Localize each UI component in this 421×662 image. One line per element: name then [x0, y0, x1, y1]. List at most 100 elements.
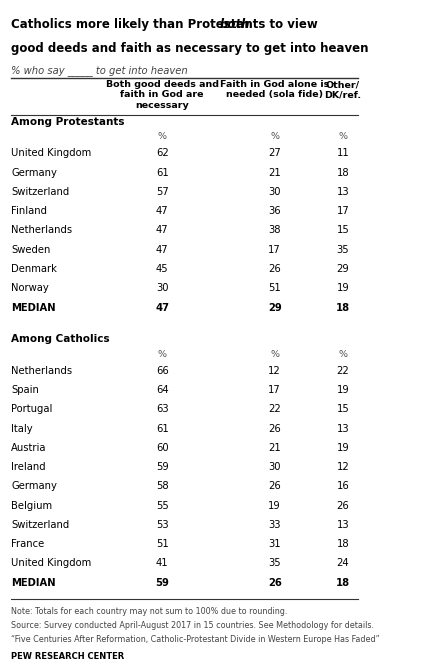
- Text: 61: 61: [156, 167, 169, 177]
- Text: “Five Centuries After Reformation, Catholic-Protestant Divide in Western Europe : “Five Centuries After Reformation, Catho…: [11, 636, 380, 644]
- Text: 30: 30: [269, 187, 281, 197]
- Text: 13: 13: [337, 424, 349, 434]
- Text: 18: 18: [336, 303, 350, 312]
- Text: 47: 47: [156, 226, 168, 236]
- Text: Portugal: Portugal: [11, 404, 53, 414]
- Text: Other/
DK/ref.: Other/ DK/ref.: [324, 80, 362, 99]
- Text: Germany: Germany: [11, 167, 57, 177]
- Text: 22: 22: [336, 366, 349, 376]
- Text: 26: 26: [268, 264, 281, 274]
- Text: PEW RESEARCH CENTER: PEW RESEARCH CENTER: [11, 652, 124, 661]
- Text: 62: 62: [156, 148, 169, 158]
- Text: %: %: [158, 132, 167, 141]
- Text: Ireland: Ireland: [11, 462, 46, 472]
- Text: 33: 33: [269, 520, 281, 530]
- Text: %: %: [338, 132, 347, 141]
- Text: 26: 26: [268, 578, 282, 588]
- Text: 60: 60: [156, 443, 168, 453]
- Text: Belgium: Belgium: [11, 500, 52, 510]
- Text: 57: 57: [156, 187, 169, 197]
- Text: Switzerland: Switzerland: [11, 187, 69, 197]
- Text: Catholics more likely than Protestants to view: Catholics more likely than Protestants t…: [11, 18, 322, 30]
- Text: Faith in God alone is
needed (sola fide): Faith in God alone is needed (sola fide): [220, 80, 329, 99]
- Text: %: %: [338, 350, 347, 359]
- Text: France: France: [11, 539, 44, 549]
- Text: 15: 15: [336, 404, 349, 414]
- Text: 17: 17: [268, 385, 281, 395]
- Text: 45: 45: [156, 264, 168, 274]
- Text: 66: 66: [156, 366, 169, 376]
- Text: 59: 59: [155, 578, 169, 588]
- Text: 59: 59: [156, 462, 169, 472]
- Text: 26: 26: [336, 500, 349, 510]
- Text: 35: 35: [269, 558, 281, 569]
- Text: Finland: Finland: [11, 207, 47, 216]
- Text: %: %: [270, 132, 279, 141]
- Text: Note: Totals for each country may not sum to 100% due to rounding.: Note: Totals for each country may not su…: [11, 607, 288, 616]
- Text: 29: 29: [268, 303, 282, 312]
- Text: %: %: [158, 350, 167, 359]
- Text: United Kingdom: United Kingdom: [11, 148, 91, 158]
- Text: 29: 29: [336, 264, 349, 274]
- Text: MEDIAN: MEDIAN: [11, 303, 56, 312]
- Text: 12: 12: [336, 462, 349, 472]
- Text: 58: 58: [156, 481, 168, 491]
- Text: 31: 31: [269, 539, 281, 549]
- Text: 63: 63: [156, 404, 168, 414]
- Text: good deeds and faith as necessary to get into heaven: good deeds and faith as necessary to get…: [11, 42, 368, 55]
- Text: Source: Survey conducted April-August 2017 in 15 countries. See Methodology for : Source: Survey conducted April-August 20…: [11, 621, 374, 630]
- Text: 35: 35: [337, 245, 349, 255]
- Text: 19: 19: [336, 443, 349, 453]
- Text: 22: 22: [268, 404, 281, 414]
- Text: 51: 51: [156, 539, 169, 549]
- Text: 19: 19: [336, 385, 349, 395]
- Text: Among Protestants: Among Protestants: [11, 117, 125, 127]
- Text: 51: 51: [268, 283, 281, 293]
- Text: 36: 36: [269, 207, 281, 216]
- Text: Switzerland: Switzerland: [11, 520, 69, 530]
- Text: 13: 13: [337, 187, 349, 197]
- Text: 26: 26: [268, 481, 281, 491]
- Text: 41: 41: [156, 558, 168, 569]
- Text: Spain: Spain: [11, 385, 39, 395]
- Text: 17: 17: [336, 207, 349, 216]
- Text: Netherlands: Netherlands: [11, 366, 72, 376]
- Text: 18: 18: [337, 539, 349, 549]
- Text: 47: 47: [156, 207, 168, 216]
- Text: Austria: Austria: [11, 443, 47, 453]
- Text: 19: 19: [268, 500, 281, 510]
- Text: 16: 16: [336, 481, 349, 491]
- Text: 21: 21: [268, 167, 281, 177]
- Text: 47: 47: [156, 245, 168, 255]
- Text: 55: 55: [156, 500, 169, 510]
- Text: Sweden: Sweden: [11, 245, 51, 255]
- Text: MEDIAN: MEDIAN: [11, 578, 56, 588]
- Text: 64: 64: [156, 385, 168, 395]
- Text: 61: 61: [156, 424, 169, 434]
- Text: %: %: [270, 350, 279, 359]
- Text: % who say _____ to get into heaven: % who say _____ to get into heaven: [11, 65, 188, 75]
- Text: 38: 38: [269, 226, 281, 236]
- Text: 12: 12: [268, 366, 281, 376]
- Text: both: both: [220, 18, 250, 30]
- Text: Italy: Italy: [11, 424, 33, 434]
- Text: 11: 11: [336, 148, 349, 158]
- Text: 30: 30: [156, 283, 168, 293]
- Text: 53: 53: [156, 520, 168, 530]
- Text: United Kingdom: United Kingdom: [11, 558, 91, 569]
- Text: Both good deeds and
faith in God are
necessary: Both good deeds and faith in God are nec…: [106, 80, 219, 110]
- Text: 19: 19: [336, 283, 349, 293]
- Text: Among Catholics: Among Catholics: [11, 334, 110, 344]
- Text: 18: 18: [336, 578, 350, 588]
- Text: Norway: Norway: [11, 283, 49, 293]
- Text: Netherlands: Netherlands: [11, 226, 72, 236]
- Text: Germany: Germany: [11, 481, 57, 491]
- Text: 27: 27: [268, 148, 281, 158]
- Text: 13: 13: [337, 520, 349, 530]
- Text: 21: 21: [268, 443, 281, 453]
- Text: 47: 47: [155, 303, 169, 312]
- Text: 18: 18: [337, 167, 349, 177]
- Text: 15: 15: [336, 226, 349, 236]
- Text: 24: 24: [337, 558, 349, 569]
- Text: 30: 30: [269, 462, 281, 472]
